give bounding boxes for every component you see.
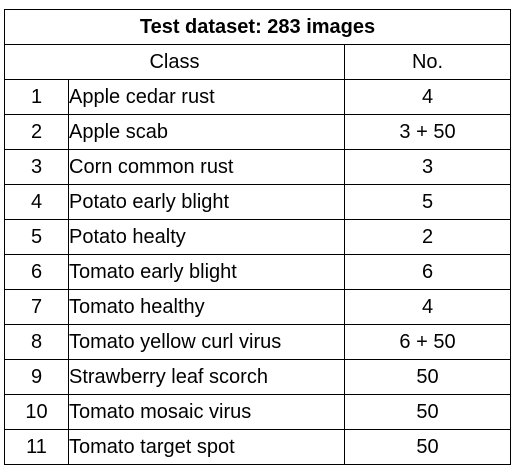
table-row: 5 Potato healty 2 (4, 219, 511, 255)
row-class: Apple scab (68, 114, 345, 150)
row-class: Tomato healthy (68, 289, 345, 325)
row-count: 50 (344, 359, 511, 395)
row-index: 10 (4, 394, 69, 430)
table-row: 8 Tomato yellow curl virus 6 + 50 (4, 324, 511, 360)
row-count: 50 (344, 429, 511, 465)
row-count: 3 + 50 (344, 114, 511, 150)
row-index: 1 (4, 79, 69, 115)
row-count: 50 (344, 394, 511, 430)
table-row: 4 Potato early blight 5 (4, 184, 511, 220)
row-class: Tomato mosaic virus (68, 394, 345, 430)
row-index: 3 (4, 149, 69, 185)
row-index: 11 (4, 429, 69, 465)
no-header: No. (344, 44, 511, 80)
table-row: 7 Tomato healthy 4 (4, 289, 511, 325)
dataset-table: Test dataset: 283 images Class No. 1 Appl… (4, 9, 511, 465)
row-count: 4 (344, 79, 511, 115)
table-row: 11 Tomato target spot 50 (4, 429, 511, 465)
row-count: 2 (344, 219, 511, 255)
row-class: Apple cedar rust (68, 79, 345, 115)
row-class: Tomato target spot (68, 429, 345, 465)
row-class: Tomato early blight (68, 254, 345, 290)
header-row: Class No. (4, 44, 511, 80)
row-class: Potato early blight (68, 184, 345, 220)
row-class: Strawberry leaf scorch (68, 359, 345, 395)
table-row: 3 Corn common rust 3 (4, 149, 511, 185)
table-row: 1 Apple cedar rust 4 (4, 79, 511, 115)
table-row: 9 Strawberry leaf scorch 50 (4, 359, 511, 395)
table-title: Test dataset: 283 images (4, 9, 511, 45)
table-row: 2 Apple scab 3 + 50 (4, 114, 511, 150)
row-count: 3 (344, 149, 511, 185)
row-index: 5 (4, 219, 69, 255)
row-index: 7 (4, 289, 69, 325)
row-class: Tomato yellow curl virus (68, 324, 345, 360)
row-count: 6 (344, 254, 511, 290)
row-count: 5 (344, 184, 511, 220)
row-class: Potato healty (68, 219, 345, 255)
row-class: Corn common rust (68, 149, 345, 185)
row-index: 6 (4, 254, 69, 290)
table-row: 6 Tomato early blight 6 (4, 254, 511, 290)
class-header: Class (4, 44, 345, 80)
row-index: 8 (4, 324, 69, 360)
table-row: 10 Tomato mosaic virus 50 (4, 394, 511, 430)
row-count: 4 (344, 289, 511, 325)
row-count: 6 + 50 (344, 324, 511, 360)
row-index: 9 (4, 359, 69, 395)
row-index: 4 (4, 184, 69, 220)
row-index: 2 (4, 114, 69, 150)
title-row: Test dataset: 283 images (4, 9, 511, 45)
